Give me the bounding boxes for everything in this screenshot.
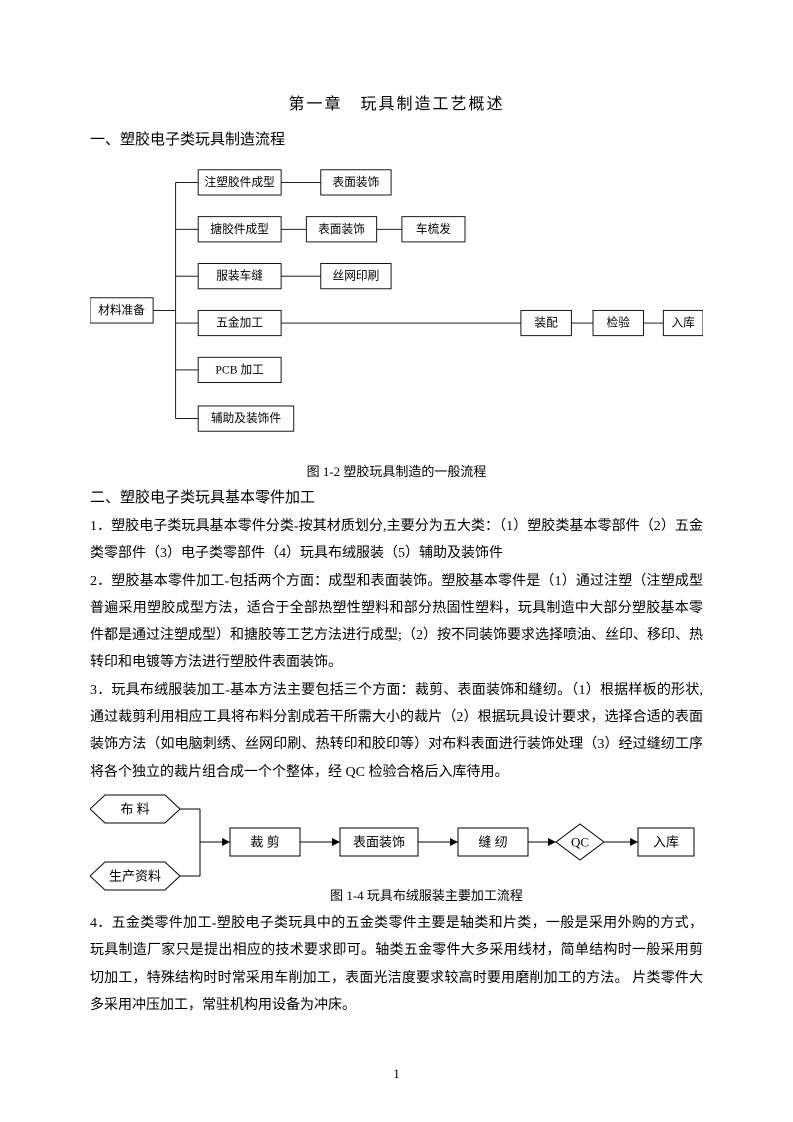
node-aux: 辅助及装饰件 [211, 411, 282, 425]
node-proddata: 生产资料 [109, 868, 161, 883]
node-hair: 车梳发 [416, 222, 451, 236]
node-qc: QC [571, 834, 589, 849]
node-inspect: 检验 [607, 316, 631, 330]
node-metal: 五金加工 [216, 316, 263, 330]
node-pcb: PCB 加工 [215, 363, 264, 376]
node-surface: 表面装饰 [353, 834, 405, 849]
node-material: 材料准备 [98, 303, 145, 317]
node-silk: 丝网印刷 [333, 270, 380, 283]
paragraph-4: 4．五金类零件加工-塑胶电子类玩具中的五金类零件主要是轴类和片类，一般是采用外购… [90, 910, 703, 1019]
chapter-title: 第一章 玩具制造工艺概述 [90, 90, 703, 114]
section2-heading: 二、塑胶电子类玩具基本零件加工 [90, 486, 703, 507]
diagram-1: 材料准备 注塑胶件成型 表面装饰 搪胶件成型 表面装饰 车梳发 服装车缝 丝网印… [90, 155, 703, 455]
page-number: 1 [0, 1066, 793, 1082]
diagram-2: 布 料 生产资料 裁 剪 表面装饰 缝 纫 QC 入库 [90, 790, 703, 895]
node-assembly: 装配 [534, 317, 558, 330]
node-store2: 入库 [653, 834, 679, 849]
paragraph-2: 2．塑胶基本零件加工-包括两个方面：成型和表面装饰。塑胶基本零件是（1）通过注塑… [90, 568, 703, 677]
node-sew: 服装车缝 [216, 269, 263, 283]
section1-heading: 一、塑胶电子类玩具制造流程 [90, 128, 703, 149]
node-blow: 搪胶件成型 [210, 222, 269, 236]
paragraph-1: 1．塑胶电子类玩具基本零件分类-按其材质划分,主要分为五大类：（1）塑胶类基本零… [90, 513, 703, 568]
node-store: 入库 [671, 316, 695, 330]
node-cut: 裁 剪 [250, 834, 279, 849]
paragraph-3: 3．玩具布绒服装加工-基本方法主要包括三个方面：裁剪、表面装饰和缝纫。（1）根据… [90, 677, 703, 786]
node-fabric: 布 料 [120, 801, 149, 816]
node-inject: 注塑胶件成型 [205, 175, 276, 189]
diagram1-caption: 图 1-2 塑胶玩具制造的一般流程 [90, 461, 703, 480]
node-surface1: 表面装饰 [333, 175, 380, 189]
node-surface2: 表面装饰 [318, 222, 365, 236]
node-sew2: 缝 纫 [478, 834, 507, 849]
